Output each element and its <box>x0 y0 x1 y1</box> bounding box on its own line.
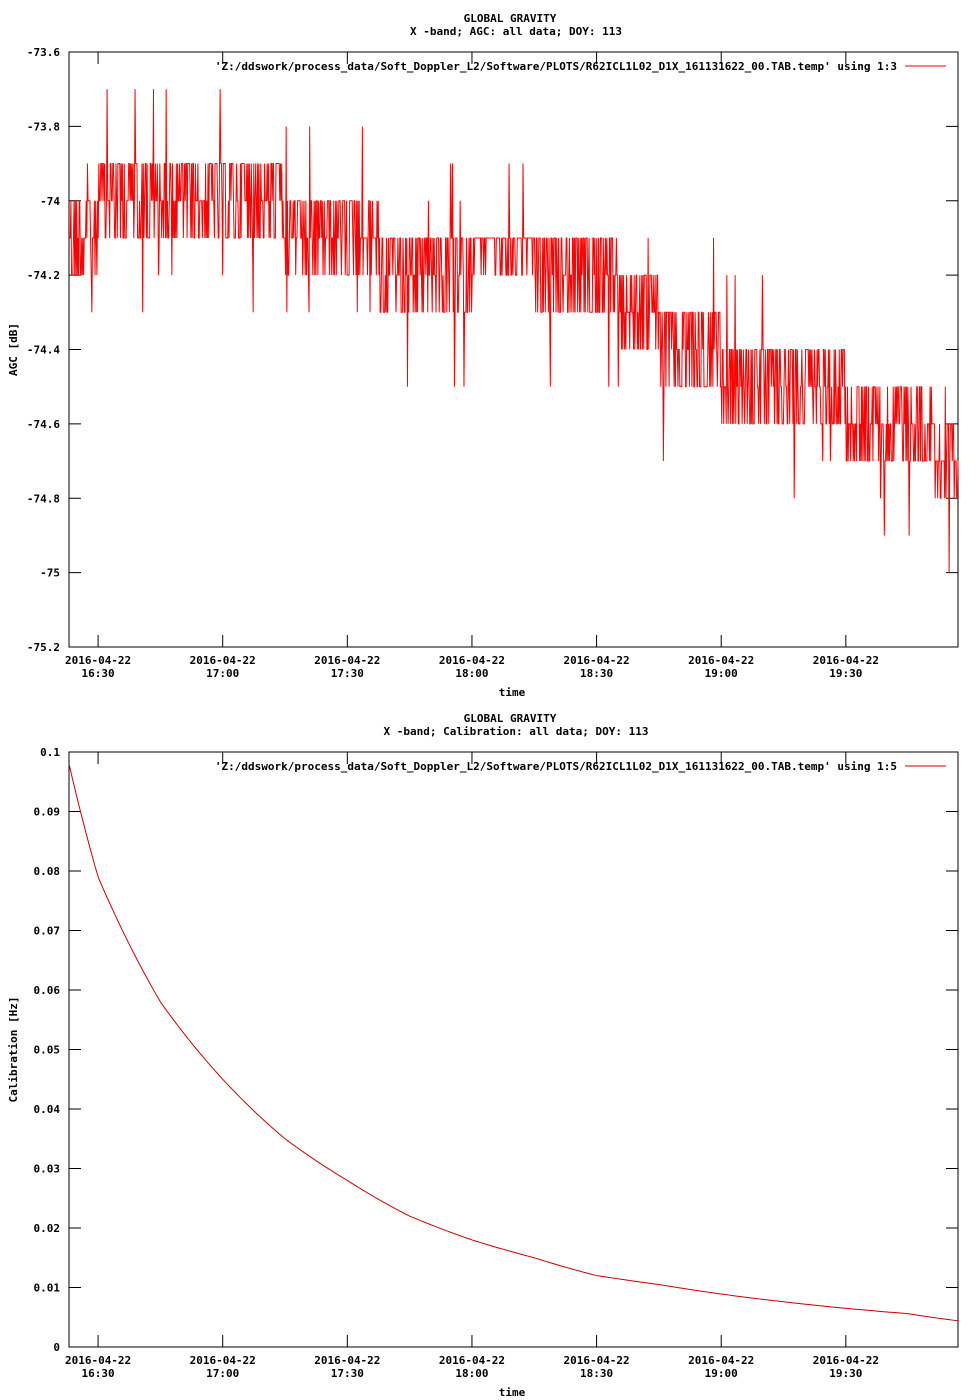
y-tick-label: 0.07 <box>34 925 61 938</box>
y-tick-label: -73.6 <box>27 46 60 59</box>
chart-subtitle: X -band; Calibration: all data; DOY: 113 <box>384 725 649 738</box>
x-tick-time-label: 18:30 <box>580 667 613 680</box>
x-axis-label: time <box>499 1386 526 1399</box>
x-tick-time-label: 17:30 <box>331 1367 364 1380</box>
y-tick-label: -74.6 <box>27 418 60 431</box>
x-tick-time-label: 18:30 <box>580 1367 613 1380</box>
series-line <box>68 763 959 1322</box>
legend-label: 'Z:/ddswork/process_data/Soft_Doppler_L2… <box>215 760 897 773</box>
y-tick-label: 0.01 <box>34 1282 61 1295</box>
y-tick-label: -73.8 <box>27 120 60 133</box>
y-tick-label: -75 <box>40 567 60 580</box>
x-tick-date-label: 2016-04-22 <box>65 1354 131 1367</box>
plot-frame <box>68 51 959 648</box>
y-tick-label: -74.2 <box>27 269 60 282</box>
y-tick-label: 0 <box>53 1341 60 1354</box>
x-tick-time-label: 19:00 <box>705 1367 738 1380</box>
y-tick-label: -74 <box>40 195 60 208</box>
y-tick-label: 0.02 <box>34 1222 61 1235</box>
y-axis-label: AGC [dB] <box>7 323 20 376</box>
chart-subtitle: X -band; AGC: all data; DOY: 113 <box>410 25 622 38</box>
chart-title: GLOBAL GRAVITY <box>464 12 557 25</box>
y-tick-label: -75.2 <box>27 641 60 654</box>
x-tick-time-label: 18:00 <box>455 667 488 680</box>
chart-title: GLOBAL GRAVITY <box>464 712 557 725</box>
x-tick-time-label: 18:00 <box>455 1367 488 1380</box>
x-tick-date-label: 2016-04-22 <box>314 654 380 667</box>
x-tick-date-label: 2016-04-22 <box>439 1354 505 1367</box>
x-tick-time-label: 17:00 <box>206 667 239 680</box>
x-tick-time-label: 16:30 <box>82 667 115 680</box>
x-axis-label: time <box>499 686 526 699</box>
x-tick-date-label: 2016-04-22 <box>688 654 754 667</box>
y-tick-label: 0.08 <box>34 865 61 878</box>
y-axis-label: Calibration [Hz] <box>7 997 20 1103</box>
y-tick-label: 0.1 <box>40 746 60 759</box>
x-tick-date-label: 2016-04-22 <box>190 654 256 667</box>
x-tick-time-label: 17:00 <box>206 1367 239 1380</box>
x-tick-date-label: 2016-04-22 <box>813 1354 879 1367</box>
series-line <box>69 89 959 573</box>
y-tick-label: 0.04 <box>34 1103 61 1116</box>
legend-label: 'Z:/ddswork/process_data/Soft_Doppler_L2… <box>215 60 897 73</box>
x-tick-date-label: 2016-04-22 <box>190 1354 256 1367</box>
x-tick-date-label: 2016-04-22 <box>65 654 131 667</box>
y-tick-label: -74.8 <box>27 492 60 505</box>
y-tick-label: 0.06 <box>34 984 61 997</box>
y-tick-label: -74.4 <box>27 344 60 357</box>
x-tick-date-label: 2016-04-22 <box>563 1354 629 1367</box>
x-tick-date-label: 2016-04-22 <box>563 654 629 667</box>
x-tick-time-label: 19:30 <box>829 1367 862 1380</box>
y-tick-label: 0.03 <box>34 1163 61 1176</box>
x-tick-time-label: 17:30 <box>331 667 364 680</box>
x-tick-time-label: 19:30 <box>829 667 862 680</box>
x-tick-date-label: 2016-04-22 <box>439 654 505 667</box>
y-tick-label: 0.05 <box>34 1044 61 1057</box>
x-tick-date-label: 2016-04-22 <box>688 1354 754 1367</box>
x-tick-time-label: 19:00 <box>705 667 738 680</box>
plot-frame <box>68 751 959 1348</box>
x-tick-date-label: 2016-04-22 <box>314 1354 380 1367</box>
x-tick-date-label: 2016-04-22 <box>813 654 879 667</box>
y-tick-label: 0.09 <box>34 806 61 819</box>
x-tick-time-label: 16:30 <box>82 1367 115 1380</box>
